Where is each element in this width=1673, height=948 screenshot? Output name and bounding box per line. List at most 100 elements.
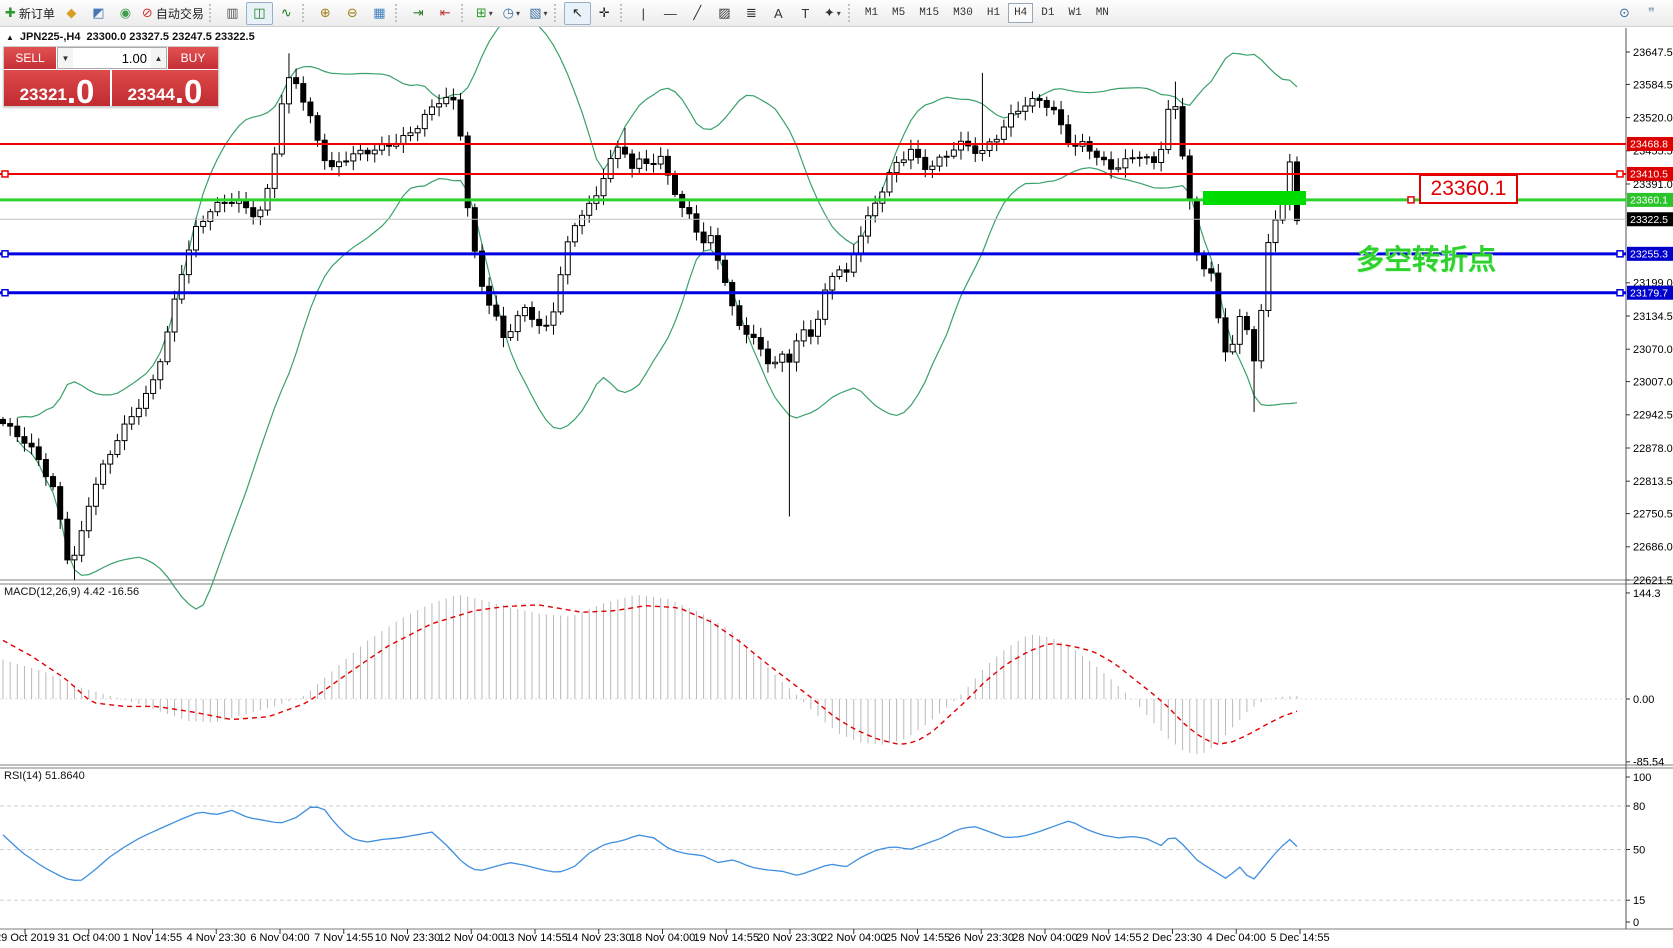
search-icon[interactable]: ⊙ bbox=[1619, 5, 1630, 20]
timeframe-h4[interactable]: H4 bbox=[1008, 3, 1034, 23]
new-order-icon[interactable]: ✚ 新订单 bbox=[5, 5, 55, 21]
svg-text:23584.5: 23584.5 bbox=[1633, 79, 1673, 91]
toolbar-separator bbox=[301, 4, 308, 22]
new-chart-icon[interactable]: ⊞ ▾ bbox=[475, 5, 493, 20]
green-highlight-box bbox=[1203, 191, 1306, 205]
candlestick-icon[interactable]: ◫ bbox=[245, 1, 273, 25]
svg-text:1 Nov 14:55: 1 Nov 14:55 bbox=[123, 932, 182, 944]
toolbar-separator bbox=[553, 4, 560, 22]
svg-text:23391.0: 23391.0 bbox=[1633, 179, 1673, 191]
signals-icon[interactable]: ◉ bbox=[119, 5, 132, 20]
gold-tag-icon[interactable]: ◆ bbox=[66, 5, 77, 20]
symbol-header: ▲ JPN225-,H4 23300.0 23327.5 23247.5 233… bbox=[6, 31, 255, 43]
sell-price-main: 23321 bbox=[19, 85, 67, 104]
timeframe-m1[interactable]: M1 bbox=[864, 7, 879, 19]
volume-stepper: ▼ ▲ bbox=[57, 47, 167, 69]
period-icon[interactable]: ◷ ▾ bbox=[502, 5, 521, 20]
svg-text:19 Nov 14:55: 19 Nov 14:55 bbox=[694, 932, 759, 944]
timeframe-m30[interactable]: M30 bbox=[953, 7, 973, 19]
svg-text:15: 15 bbox=[1633, 895, 1645, 907]
zoom-in-icon[interactable]: ⊕ bbox=[319, 5, 331, 20]
volume-increase-button[interactable]: ▲ bbox=[151, 48, 166, 68]
template-icon[interactable]: ▧ ▾ bbox=[529, 5, 548, 20]
svg-text:23070.0: 23070.0 bbox=[1633, 344, 1673, 356]
svg-text:10 Nov 23:30: 10 Nov 23:30 bbox=[375, 932, 440, 944]
timeframe-m15[interactable]: M15 bbox=[919, 7, 940, 19]
sell-price[interactable]: 23321.0 bbox=[4, 70, 110, 108]
svg-text:22813.5: 22813.5 bbox=[1633, 476, 1673, 488]
svg-text:23410.5: 23410.5 bbox=[1630, 169, 1668, 181]
bar-chart-icon[interactable]: ▥ bbox=[226, 5, 239, 20]
svg-text:23134.5: 23134.5 bbox=[1633, 311, 1673, 323]
toolbar-separator bbox=[460, 4, 467, 22]
svg-text:80: 80 bbox=[1633, 801, 1645, 813]
timeframe-h1[interactable]: H1 bbox=[986, 7, 1001, 19]
svg-text:7 Nov 14:55: 7 Nov 14:55 bbox=[314, 932, 373, 944]
symbol-title: JPN225-,H4 bbox=[19, 31, 81, 43]
svg-text:23255.3: 23255.3 bbox=[1630, 249, 1668, 261]
cursor-icon[interactable]: ↖ bbox=[563, 1, 591, 25]
svg-text:4 Nov 23:30: 4 Nov 23:30 bbox=[187, 932, 246, 944]
zoom-out-icon[interactable]: ⊖ bbox=[346, 5, 358, 20]
buy-button[interactable]: BUY bbox=[168, 47, 218, 69]
buy-price-pips: .0 bbox=[174, 72, 203, 110]
svg-text:144.3: 144.3 bbox=[1633, 588, 1661, 600]
tile-windows-icon[interactable]: ▦ bbox=[373, 5, 386, 20]
text-label-icon[interactable]: T bbox=[801, 5, 810, 21]
autotrading-icon[interactable]: ⊘ 自动交易 bbox=[141, 5, 204, 21]
vertical-line-icon[interactable]: | bbox=[641, 5, 646, 21]
auto-scroll-icon[interactable]: ⇥ bbox=[412, 5, 424, 20]
text-icon[interactable]: A bbox=[774, 5, 783, 21]
svg-text:22942.5: 22942.5 bbox=[1633, 410, 1673, 422]
svg-text:23647.5: 23647.5 bbox=[1633, 47, 1673, 59]
svg-text:50: 50 bbox=[1633, 844, 1645, 856]
macd-indicator-label: MACD(12,26,9) 4.42 -16.56 bbox=[4, 586, 140, 598]
horizontal-line-icon[interactable]: — bbox=[663, 5, 677, 21]
fibonacci-icon[interactable]: ≣ bbox=[745, 5, 757, 20]
price-callout-label[interactable]: 23360.1 bbox=[1419, 174, 1518, 204]
svg-text:20 Nov 23:30: 20 Nov 23:30 bbox=[757, 932, 822, 944]
toolbar-separator bbox=[847, 4, 854, 22]
timeframe-m5[interactable]: M5 bbox=[892, 7, 906, 19]
volume-decrease-button[interactable]: ▼ bbox=[58, 48, 73, 68]
line-chart-icon[interactable]: ∿ bbox=[280, 5, 292, 20]
chat-icon[interactable]: ❞ bbox=[1648, 5, 1655, 20]
toolbar-separator bbox=[208, 4, 215, 22]
collapse-panel-icon[interactable]: ▲ bbox=[6, 32, 14, 42]
equidistant-channel-icon[interactable]: ▨ bbox=[718, 5, 731, 20]
crosshair-icon[interactable]: ✛ bbox=[598, 5, 610, 20]
volume-input[interactable] bbox=[73, 48, 151, 68]
svg-text:0.00: 0.00 bbox=[1633, 694, 1654, 706]
buy-price[interactable]: 23344.0 bbox=[112, 70, 218, 110]
svg-text:0: 0 bbox=[1633, 917, 1639, 929]
arrows-icon[interactable]: ✦ ▾ bbox=[823, 5, 841, 20]
svg-text:25 Nov 14:55: 25 Nov 14:55 bbox=[885, 932, 950, 944]
one-click-trade-panel: SELL ▼ ▲ BUY 23321.0 23344.0 bbox=[3, 46, 219, 110]
main-toolbar: ✚ 新订单 ◆ ◩ ◉ ⊘ 自动交易 ▥ ◫ ∿ ⊕ ⊖ ▦ ⇥ ⇤ ⊞ ▾ ◷ ▾ ▧ ▾ ↖ ✛ | — ╱ ▨ ≣ A T ✦ ▾ M1 M… bbox=[0, 0, 1673, 27]
turning-point-text[interactable]: 多空转折点 bbox=[1356, 244, 1497, 275]
svg-text:22 Nov 04:00: 22 Nov 04:00 bbox=[821, 932, 886, 944]
timeframe-mn[interactable]: MN bbox=[1095, 7, 1109, 19]
svg-text:4 Dec 04:00: 4 Dec 04:00 bbox=[1207, 932, 1266, 944]
toolbar-separator bbox=[619, 4, 626, 22]
profile-window-icon[interactable]: ◩ bbox=[92, 5, 105, 20]
svg-text:6 Nov 04:00: 6 Nov 04:00 bbox=[250, 932, 309, 944]
timeframe-w1[interactable]: W1 bbox=[1068, 7, 1082, 19]
trendline-icon[interactable]: ╱ bbox=[693, 5, 702, 20]
svg-text:14 Nov 23:30: 14 Nov 23:30 bbox=[566, 932, 631, 944]
svg-text:12 Nov 04:00: 12 Nov 04:00 bbox=[439, 932, 504, 944]
buy-price-main: 23344 bbox=[127, 85, 175, 104]
svg-text:29 Oct 2019: 29 Oct 2019 bbox=[0, 932, 55, 944]
sell-button[interactable]: SELL bbox=[4, 47, 56, 69]
svg-text:22878.0: 22878.0 bbox=[1633, 443, 1673, 455]
chart-shift-icon[interactable]: ⇤ bbox=[439, 5, 451, 20]
svg-text:22686.0: 22686.0 bbox=[1633, 542, 1673, 554]
line-endpoint-marker bbox=[1407, 196, 1415, 204]
timeframe-d1[interactable]: D1 bbox=[1041, 7, 1055, 19]
svg-text:2 Dec 23:30: 2 Dec 23:30 bbox=[1143, 932, 1202, 944]
toolbar-separator bbox=[394, 4, 401, 22]
rsi-indicator-label: RSI(14) 51.8640 bbox=[4, 770, 85, 782]
symbol-ohlc: 23300.0 23327.5 23247.5 23322.5 bbox=[86, 31, 255, 43]
